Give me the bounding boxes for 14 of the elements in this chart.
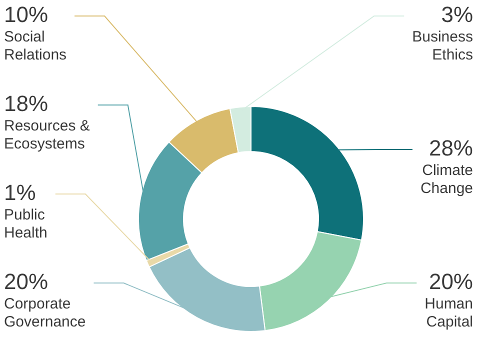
slice-label: Resources & Ecosystems	[4, 118, 90, 153]
slice-label: Public Health	[4, 206, 48, 242]
data-label: 1%	[4, 180, 36, 206]
data-label: 10%	[4, 2, 48, 28]
slice-label: Climate Change	[420, 162, 473, 198]
data-label: 28%	[428, 136, 473, 161]
slice-label: Business Ethics	[412, 28, 473, 64]
data-label: 20%	[4, 269, 48, 294]
slice-label: Social Relations	[4, 28, 67, 64]
slice-label: Human Capital	[424, 296, 473, 331]
data-label: 20%	[428, 269, 473, 294]
data-label: 18%	[4, 91, 48, 116]
slice-label: Corporate Governance	[4, 296, 86, 331]
data-label: 3%	[441, 2, 473, 28]
